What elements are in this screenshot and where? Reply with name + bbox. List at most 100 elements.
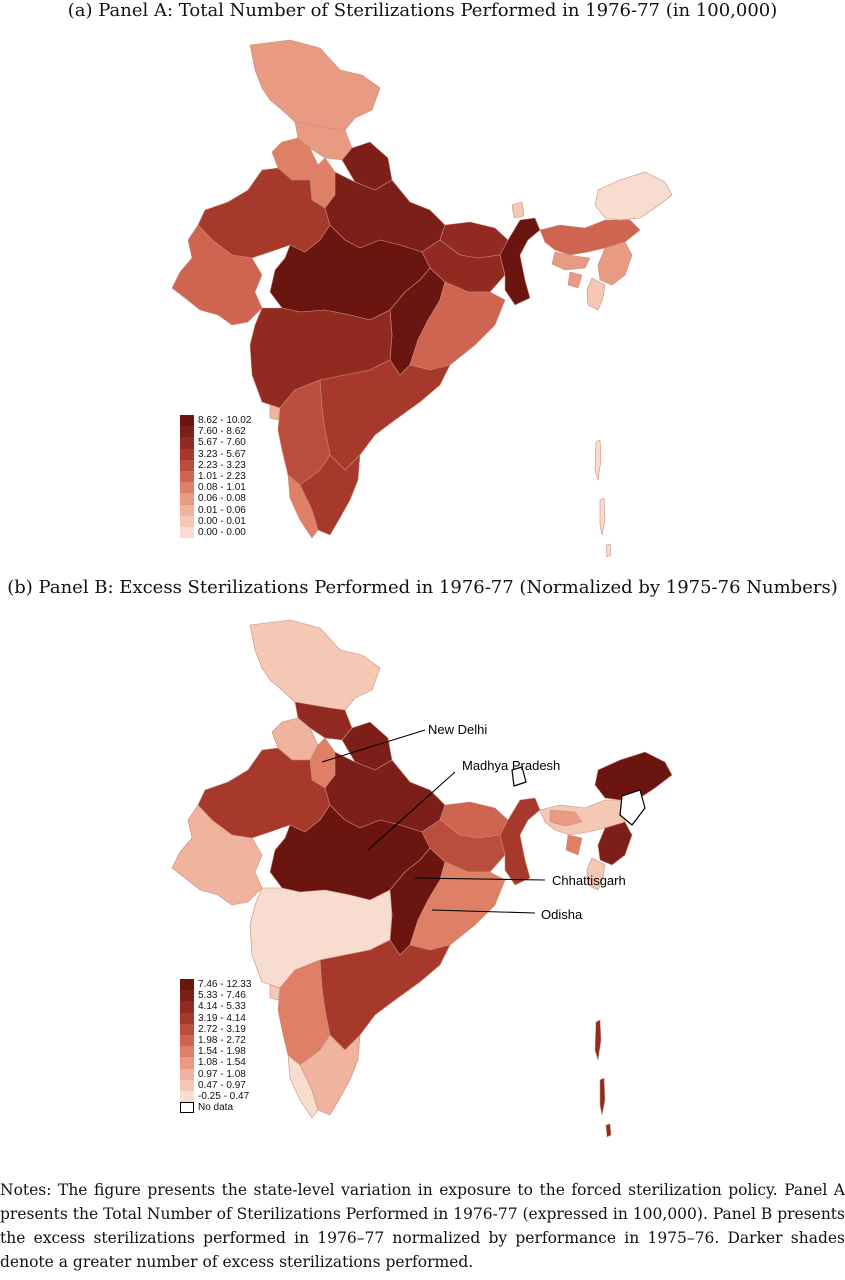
legend-label: 2.72 - 3.19 bbox=[198, 1023, 246, 1035]
panel-b-map: New Delhi Madhya Pradesh Chhattisgarh Od… bbox=[171, 619, 673, 1138]
legend-item: 0.00 - 0.00 bbox=[180, 526, 251, 539]
region-meghalaya bbox=[549, 809, 583, 827]
region-sikkim bbox=[511, 766, 527, 787]
region-sikkim bbox=[511, 201, 525, 219]
legend-swatch bbox=[180, 415, 194, 427]
region-arunachal bbox=[594, 751, 673, 801]
region-tamil-nadu bbox=[299, 454, 361, 536]
figure-notes: Notes: The figure presents the state-lev… bbox=[0, 1181, 845, 1271]
legend-label: 5.67 - 7.60 bbox=[198, 437, 246, 449]
panel-a-caption: (a) Panel A: Total Number of Sterilizati… bbox=[67, 0, 778, 21]
legend-swatch bbox=[180, 493, 194, 505]
legend-item: 7.46 - 12.33 bbox=[180, 979, 251, 991]
new-delhi-label: New Delhi bbox=[428, 722, 487, 737]
region-west-bengal bbox=[499, 797, 541, 886]
legend-swatch bbox=[180, 1001, 194, 1013]
legend-label: 2.23 - 3.23 bbox=[198, 459, 246, 471]
legend-label: 3.23 - 5.67 bbox=[198, 448, 246, 460]
region-andhra bbox=[319, 359, 451, 471]
legend-item: 0.00 - 0.01 bbox=[180, 515, 251, 527]
legend-item: 3.19 - 4.14 bbox=[180, 1012, 251, 1024]
legend-swatch bbox=[180, 470, 194, 483]
madhya-pradesh-label: Madhya Pradesh bbox=[462, 758, 560, 773]
legend-swatch bbox=[180, 1068, 194, 1080]
legend-label: 0.00 - 0.01 bbox=[198, 515, 246, 527]
region-jammu-kashmir bbox=[249, 39, 381, 131]
madhya-pradesh-leader bbox=[367, 771, 456, 851]
legend-item: 0.06 - 0.08 bbox=[180, 493, 251, 505]
legend-swatch-no-data bbox=[180, 1102, 194, 1114]
legend-item: 8.62 - 10.02 bbox=[180, 415, 252, 427]
legend-swatch bbox=[180, 1090, 194, 1103]
legend-swatch bbox=[180, 1023, 194, 1035]
odisha-label: Odisha bbox=[541, 907, 583, 922]
chhattisgarh-label: Chhattisgarh bbox=[552, 873, 626, 888]
legend-swatch bbox=[180, 515, 194, 527]
region-nagaland-manipur bbox=[597, 241, 633, 286]
chhattisgarh-leader bbox=[414, 877, 546, 881]
legend-label: 4.14 - 5.33 bbox=[198, 1001, 246, 1013]
legend-label: 1.98 - 2.72 bbox=[198, 1035, 246, 1047]
legend-item: 3.23 - 5.67 bbox=[180, 448, 251, 460]
region-andhra bbox=[319, 939, 451, 1051]
legend-swatch bbox=[180, 1057, 194, 1069]
legend-swatch bbox=[180, 482, 194, 494]
legend-item: 4.14 - 5.33 bbox=[180, 1001, 251, 1013]
legend-item: 0.47 - 0.97 bbox=[180, 1079, 251, 1091]
legend-item: -0.25 - 0.47 bbox=[180, 1090, 251, 1103]
legend-item-no-data: No data bbox=[180, 1102, 251, 1114]
legend-label: 1.01 - 2.23 bbox=[198, 471, 246, 483]
region-manipur bbox=[597, 821, 633, 866]
legend-label-no-data: No data bbox=[198, 1102, 234, 1114]
legend-label: 7.60 - 8.62 bbox=[198, 426, 246, 438]
region-andaman bbox=[594, 1019, 612, 1138]
legend-swatch bbox=[180, 526, 194, 539]
legend-label: 1.08 - 1.54 bbox=[198, 1057, 246, 1069]
region-rajasthan bbox=[197, 167, 331, 259]
legend-swatch bbox=[180, 1012, 194, 1024]
legend-label: 0.97 - 1.08 bbox=[198, 1068, 246, 1080]
region-jammu-kashmir bbox=[249, 619, 381, 711]
legend-swatch bbox=[180, 990, 194, 1002]
legend-item: 1.01 - 2.23 bbox=[180, 470, 251, 483]
region-kerala bbox=[287, 1054, 319, 1119]
legend-label: 0.06 - 0.08 bbox=[198, 493, 246, 505]
panel-b-legend: 7.46 - 12.33 5.33 - 7.46 4.14 - 5.33 3.1… bbox=[180, 979, 251, 1114]
panel-a-legend: 8.62 - 10.02 7.60 - 8.62 5.67 - 7.60 3.2… bbox=[180, 415, 252, 539]
legend-item: 5.67 - 7.60 bbox=[180, 437, 251, 449]
legend-label: 0.08 - 1.01 bbox=[198, 482, 246, 494]
legend-label: 0.01 - 0.06 bbox=[198, 504, 246, 516]
legend-item: 5.33 - 7.46 bbox=[180, 990, 251, 1002]
legend-swatch bbox=[180, 459, 194, 471]
region-tamil-nadu bbox=[299, 1034, 361, 1116]
legend-label: -0.25 - 0.47 bbox=[198, 1090, 250, 1102]
legend-swatch bbox=[180, 1034, 194, 1047]
legend-label: 0.00 - 0.00 bbox=[198, 526, 246, 538]
legend-swatch bbox=[180, 1046, 194, 1058]
legend-swatch bbox=[180, 437, 194, 449]
legend-item: 7.60 - 8.62 bbox=[180, 426, 251, 438]
region-gujarat bbox=[171, 224, 263, 326]
legend-item: 1.08 - 1.54 bbox=[180, 1057, 251, 1069]
panel-b-caption: (b) Panel B: Excess Sterilizations Perfo… bbox=[7, 577, 838, 598]
legend-swatch bbox=[180, 448, 194, 460]
legend-swatch bbox=[180, 979, 194, 991]
legend-label: 0.47 - 0.97 bbox=[198, 1079, 246, 1091]
region-tripura bbox=[567, 271, 583, 289]
odisha-leader bbox=[431, 909, 536, 914]
legend-item: 1.98 - 2.72 bbox=[180, 1034, 251, 1047]
region-meghalaya bbox=[551, 251, 591, 271]
panel-a-map bbox=[171, 39, 673, 558]
region-nagaland-no-data bbox=[619, 789, 646, 826]
legend-item: 2.72 - 3.19 bbox=[180, 1023, 251, 1035]
legend-item: 0.01 - 0.06 bbox=[180, 504, 251, 516]
legend-label: 8.62 - 10.02 bbox=[198, 415, 252, 427]
new-delhi-leader bbox=[321, 729, 426, 763]
legend-swatch bbox=[180, 1079, 194, 1091]
legend-label: 5.33 - 7.46 bbox=[198, 990, 246, 1002]
legend-label: 1.54 - 1.98 bbox=[198, 1046, 246, 1058]
region-west-bengal bbox=[499, 217, 541, 306]
legend-swatch bbox=[180, 426, 194, 438]
region-andaman bbox=[594, 439, 612, 558]
region-mizoram bbox=[586, 857, 606, 891]
